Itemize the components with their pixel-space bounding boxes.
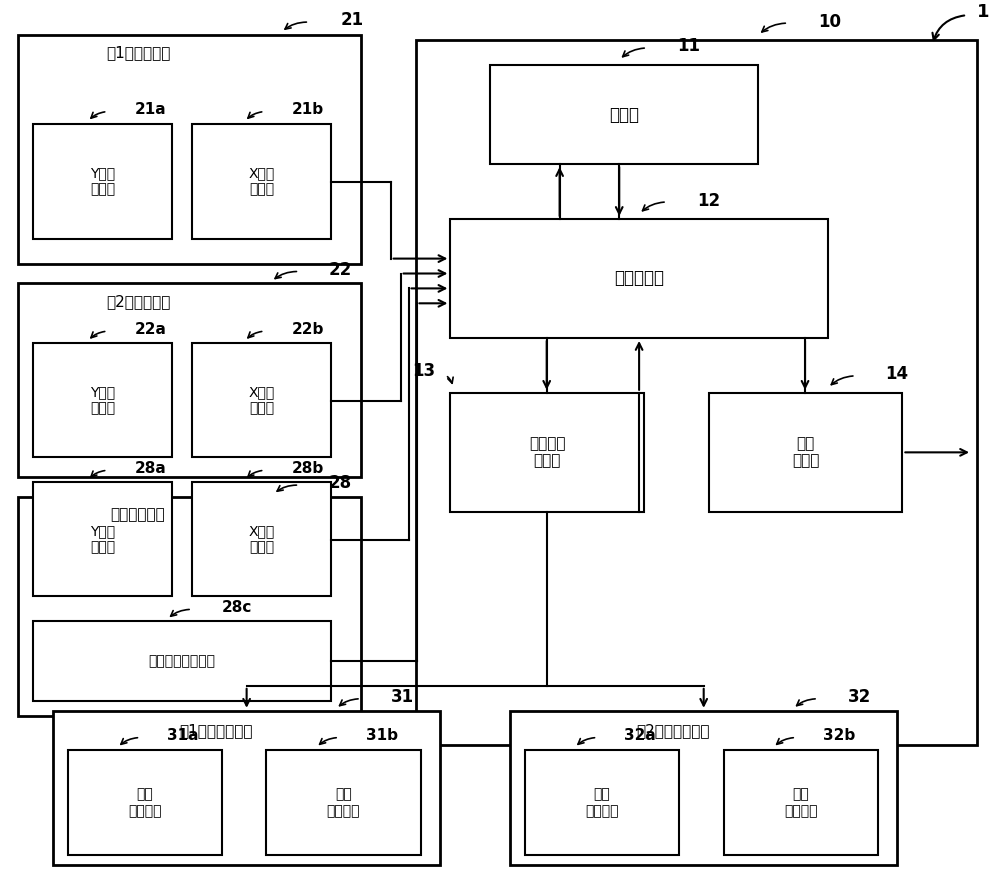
Text: 10: 10 [818, 13, 841, 31]
Text: 座舱内传感器: 座舱内传感器 [111, 507, 165, 522]
Text: X方向
传感器: X方向 传感器 [248, 167, 275, 196]
Text: X方向
传感器: X方向 传感器 [248, 385, 275, 415]
Text: 21b: 21b [291, 102, 323, 117]
Text: 第1侧部传感器: 第1侧部传感器 [106, 46, 170, 61]
Text: 第2侧部安全气囊: 第2侧部安全气囊 [636, 723, 709, 738]
Bar [33, 124, 172, 239]
Bar [33, 343, 172, 457]
Text: 1: 1 [977, 4, 989, 21]
Text: 28c: 28c [222, 600, 252, 615]
Text: 存储部: 存储部 [609, 106, 639, 123]
Text: 侧面
安全气囊: 侧面 安全气囊 [784, 788, 817, 818]
Text: 14: 14 [886, 365, 909, 383]
Text: 31: 31 [391, 688, 414, 706]
Bar [192, 343, 331, 457]
Bar [18, 497, 361, 715]
Bar [266, 751, 421, 855]
Text: 13: 13 [412, 362, 435, 380]
Bar [450, 393, 644, 512]
Text: Y方向
传感器: Y方向 传感器 [90, 524, 115, 554]
Text: Y方向
传感器: Y方向 传感器 [90, 385, 115, 415]
Text: X方向
传感器: X方向 传感器 [248, 524, 275, 554]
Bar [510, 711, 897, 865]
Bar [33, 482, 172, 596]
Text: 28b: 28b [291, 461, 324, 476]
Text: 22a: 22a [134, 322, 166, 337]
Text: 偏航角速率传感器: 偏航角速率传感器 [149, 654, 216, 668]
Text: 32: 32 [848, 688, 871, 706]
Bar [490, 65, 758, 164]
Text: 侧面
安全气囊: 侧面 安全气囊 [128, 788, 162, 818]
Bar [709, 393, 902, 512]
Bar [53, 711, 440, 865]
Bar [724, 751, 878, 855]
Text: 12: 12 [697, 192, 720, 210]
Text: 第2侧部传感器: 第2侧部传感器 [106, 294, 170, 309]
Bar [192, 482, 331, 596]
Text: 第1侧部安全气囊: 第1侧部安全气囊 [179, 723, 252, 738]
Text: 11: 11 [677, 37, 700, 55]
Text: 32a: 32a [624, 728, 656, 743]
Text: 21a: 21a [134, 102, 166, 117]
Text: 侧面
安全气囊: 侧面 安全气囊 [585, 788, 619, 818]
Bar [68, 751, 222, 855]
Text: 22: 22 [329, 261, 352, 278]
Bar [525, 751, 679, 855]
Bar [33, 621, 331, 700]
Text: 31b: 31b [366, 728, 398, 743]
Text: 22b: 22b [291, 322, 324, 337]
Text: 安全气囊
控制部: 安全气囊 控制部 [529, 436, 565, 469]
Bar [192, 124, 331, 239]
Text: Y方向
传感器: Y方向 传感器 [90, 167, 115, 196]
Bar [416, 40, 977, 745]
Text: 28: 28 [329, 474, 352, 492]
Bar [18, 284, 361, 478]
Text: 31a: 31a [167, 728, 199, 743]
Text: 碰撞判断部: 碰撞判断部 [614, 270, 664, 287]
Text: 信息
发送部: 信息 发送部 [792, 436, 819, 469]
Text: 21: 21 [341, 11, 364, 29]
Text: 侧面
安全气囊: 侧面 安全气囊 [327, 788, 360, 818]
Text: 32b: 32b [823, 728, 855, 743]
Bar [450, 218, 828, 338]
Text: 28a: 28a [134, 461, 166, 476]
Bar [18, 35, 361, 263]
